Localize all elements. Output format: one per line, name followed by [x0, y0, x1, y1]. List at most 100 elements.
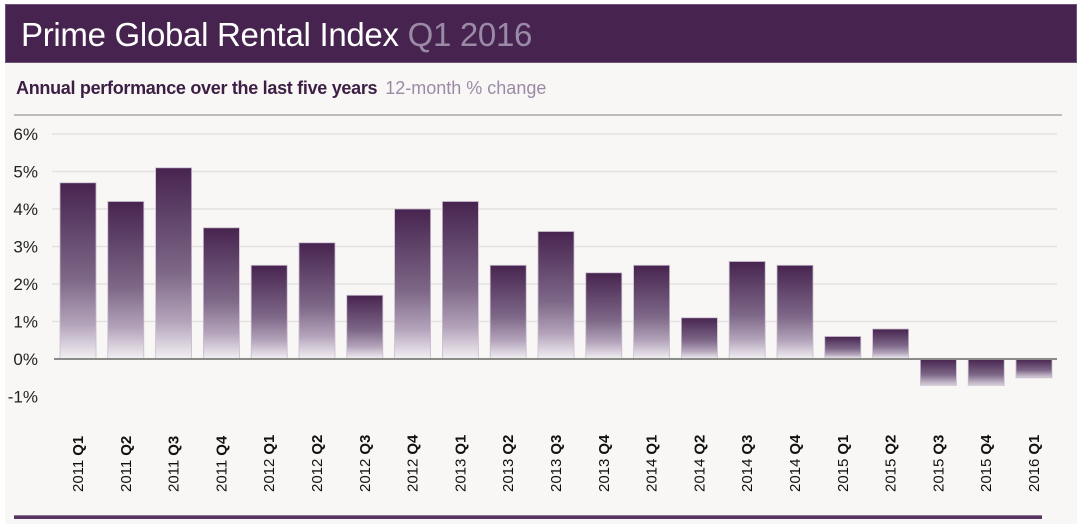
- top-divider: [14, 114, 1062, 116]
- bar: [250, 264, 288, 360]
- x-tick-quarter: Q2: [309, 435, 326, 455]
- y-tick-label: 1%: [13, 313, 38, 332]
- bar: [633, 264, 670, 360]
- bar: [202, 227, 240, 360]
- x-tick-quarter: Q4: [596, 434, 613, 455]
- x-tick-year: 2015: [883, 459, 900, 492]
- x-tick-quarter: Q4: [978, 434, 995, 455]
- bar: [585, 272, 623, 360]
- x-tick-quarter: Q1: [70, 436, 87, 456]
- bar: [967, 358, 1005, 386]
- x-tick-quarter: Q2: [118, 436, 135, 456]
- bar: [489, 264, 527, 360]
- x-tick-year: 2011: [213, 460, 230, 492]
- x-tick-label: 2014 Q3: [739, 435, 756, 492]
- title-text: Prime Global Rental Index: [21, 16, 399, 53]
- bar: [441, 201, 479, 360]
- x-tick-label: 2012 Q1: [261, 435, 278, 492]
- chart-title: Annual performance over the last five ye…: [16, 78, 378, 98]
- x-tick-year: 2013: [548, 459, 565, 492]
- x-tick-label: 2015 Q4: [978, 434, 995, 492]
- y-axis-ticks: 6% 5% 4% 3% 2% 1% 0% -1%: [8, 125, 38, 407]
- bar: [394, 208, 432, 360]
- x-tick-year: 2014: [739, 459, 756, 492]
- y-tick-label: 2%: [13, 275, 38, 294]
- x-axis-ticks: 2011Q12011Q22011Q32011Q42012Q12012Q22012…: [70, 434, 1043, 492]
- page-title: Prime Global Rental Index Q1 2016: [21, 15, 532, 55]
- x-tick-year: 2015: [930, 459, 947, 492]
- x-tick-year: 2014: [691, 459, 708, 492]
- x-tick-label: 2011 Q3: [166, 436, 183, 492]
- x-tick-label: 2014 Q1: [644, 435, 661, 492]
- chart-subtitle: Annual performance over the last five ye…: [16, 76, 546, 100]
- bar: [1015, 358, 1053, 379]
- x-tick-year: 2014: [787, 459, 804, 492]
- x-tick-quarter: Q1: [644, 435, 661, 455]
- bar: [681, 317, 718, 360]
- x-tick-year: 2014: [644, 459, 661, 492]
- x-tick-year: 2015: [835, 459, 852, 492]
- x-tick-year: 2015: [978, 459, 995, 492]
- y-tick-label: -1%: [8, 388, 38, 407]
- x-tick-year: 2011: [70, 460, 87, 492]
- x-tick-label: 2016 Q1: [1026, 435, 1043, 492]
- y-tick-label: 0%: [13, 350, 38, 369]
- x-tick-label: 2013 Q2: [500, 435, 517, 492]
- x-tick-label: 2012 Q2: [309, 435, 326, 492]
- y-tick-label: 4%: [13, 200, 38, 219]
- x-tick-label: 2011 Q1: [70, 436, 87, 492]
- bar: [920, 358, 957, 386]
- x-tick-quarter: Q1: [835, 435, 852, 455]
- title-period: Q1 2016: [407, 16, 533, 53]
- bar: [155, 167, 193, 360]
- x-tick-year: 2012: [261, 459, 278, 492]
- y-tick-label: 6%: [13, 125, 38, 144]
- x-tick-year: 2013: [500, 459, 517, 492]
- x-tick-year: 2013: [596, 459, 613, 492]
- x-tick-label: 2013 Q4: [596, 434, 613, 492]
- x-tick-year: 2011: [118, 460, 135, 492]
- bar: [872, 328, 909, 360]
- bar: [776, 264, 814, 360]
- x-tick-year: 2012: [357, 459, 374, 492]
- x-tick-quarter: Q2: [500, 435, 517, 455]
- x-tick-quarter: Q3: [930, 435, 947, 455]
- y-tick-label: 5%: [13, 163, 38, 182]
- x-tick-label: 2011 Q4: [213, 435, 230, 492]
- x-tick-label: 2012 Q3: [357, 435, 374, 492]
- x-tick-label: 2013 Q3: [548, 435, 565, 492]
- x-tick-quarter: Q2: [691, 435, 708, 455]
- x-tick-quarter: Q4: [405, 434, 422, 455]
- x-tick-label: 2015 Q1: [835, 435, 852, 492]
- x-tick-year: 2012: [309, 459, 326, 492]
- x-tick-quarter: Q3: [548, 435, 565, 455]
- chart-unit-note: 12-month % change: [385, 78, 547, 98]
- x-tick-label: 2014 Q4: [787, 434, 804, 492]
- x-tick-label: 2012 Q4: [405, 434, 422, 492]
- bar: [346, 294, 384, 360]
- x-tick-label: 2013 Q1: [452, 435, 469, 492]
- y-tick-label: 3%: [13, 238, 38, 257]
- x-tick-label: 2011 Q2: [118, 436, 135, 492]
- x-tick-year: 2013: [452, 459, 469, 492]
- x-tick-quarter: Q4: [213, 435, 230, 456]
- x-tick-quarter: Q3: [739, 435, 756, 455]
- bar: [728, 261, 766, 360]
- bar: [107, 201, 145, 360]
- x-tick-year: 2012: [405, 459, 422, 492]
- x-tick-label: 2015 Q3: [930, 435, 947, 492]
- x-tick-quarter: Q1: [452, 435, 469, 455]
- bar: [824, 336, 862, 360]
- x-tick-quarter: Q2: [883, 435, 900, 455]
- x-tick-quarter: Q1: [1026, 435, 1043, 455]
- x-tick-quarter: Q4: [787, 434, 804, 455]
- x-tick-year: 2016: [1026, 459, 1043, 492]
- bars: [59, 167, 1053, 386]
- x-tick-quarter: Q3: [166, 436, 183, 456]
- bar: [298, 242, 336, 360]
- x-tick-label: 2014 Q2: [691, 435, 708, 492]
- bar: [59, 182, 97, 360]
- bottom-divider: [14, 515, 1042, 519]
- x-tick-year: 2011: [166, 460, 183, 492]
- bar: [537, 231, 575, 360]
